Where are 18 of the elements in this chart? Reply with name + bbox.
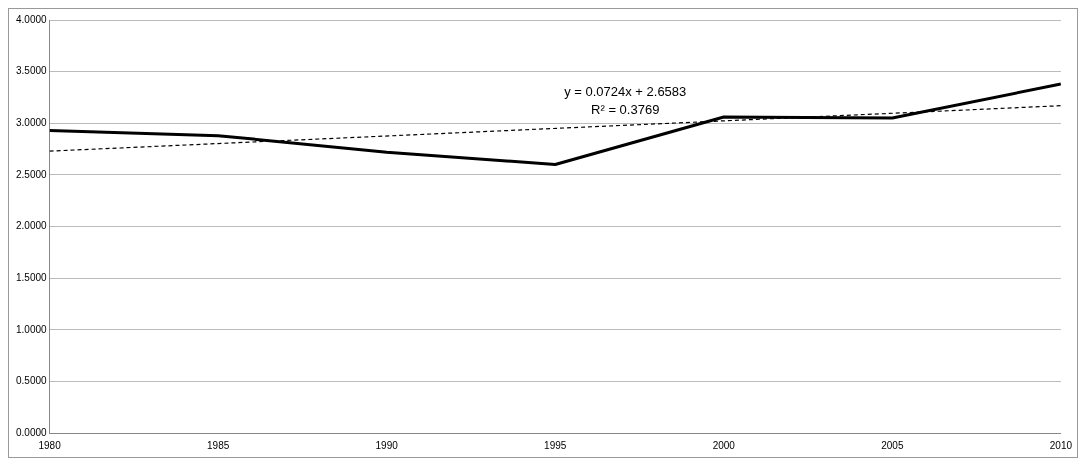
x-tick-label: 2005 bbox=[881, 439, 904, 451]
x-tick-label: 1985 bbox=[207, 439, 230, 451]
x-tick-label: 2010 bbox=[1049, 439, 1073, 451]
y-tick-label: 0.5000 bbox=[15, 375, 48, 387]
x-tick-label: 1995 bbox=[544, 439, 567, 451]
x-tick-label: 1990 bbox=[375, 439, 399, 451]
y-tick-label: 0.0000 bbox=[15, 426, 48, 438]
y-tick-label: 3.0000 bbox=[15, 117, 48, 128]
y-tick-label: 2.5000 bbox=[15, 168, 48, 180]
x-tick-label: 2000 bbox=[712, 439, 736, 451]
y-tick-label: 3.5000 bbox=[15, 65, 48, 77]
annotation: y = 0.0724x + 2.6583 bbox=[564, 83, 687, 99]
y-tick-label: 2.0000 bbox=[15, 220, 48, 232]
y-tick-label: 1.0000 bbox=[15, 323, 48, 335]
y-tick-label: 4.0000 bbox=[15, 13, 48, 25]
y-tick-label: 1.5000 bbox=[15, 271, 48, 283]
annotation: R² = 0.3769 bbox=[591, 101, 660, 117]
x-tick-label: 1980 bbox=[38, 439, 62, 451]
